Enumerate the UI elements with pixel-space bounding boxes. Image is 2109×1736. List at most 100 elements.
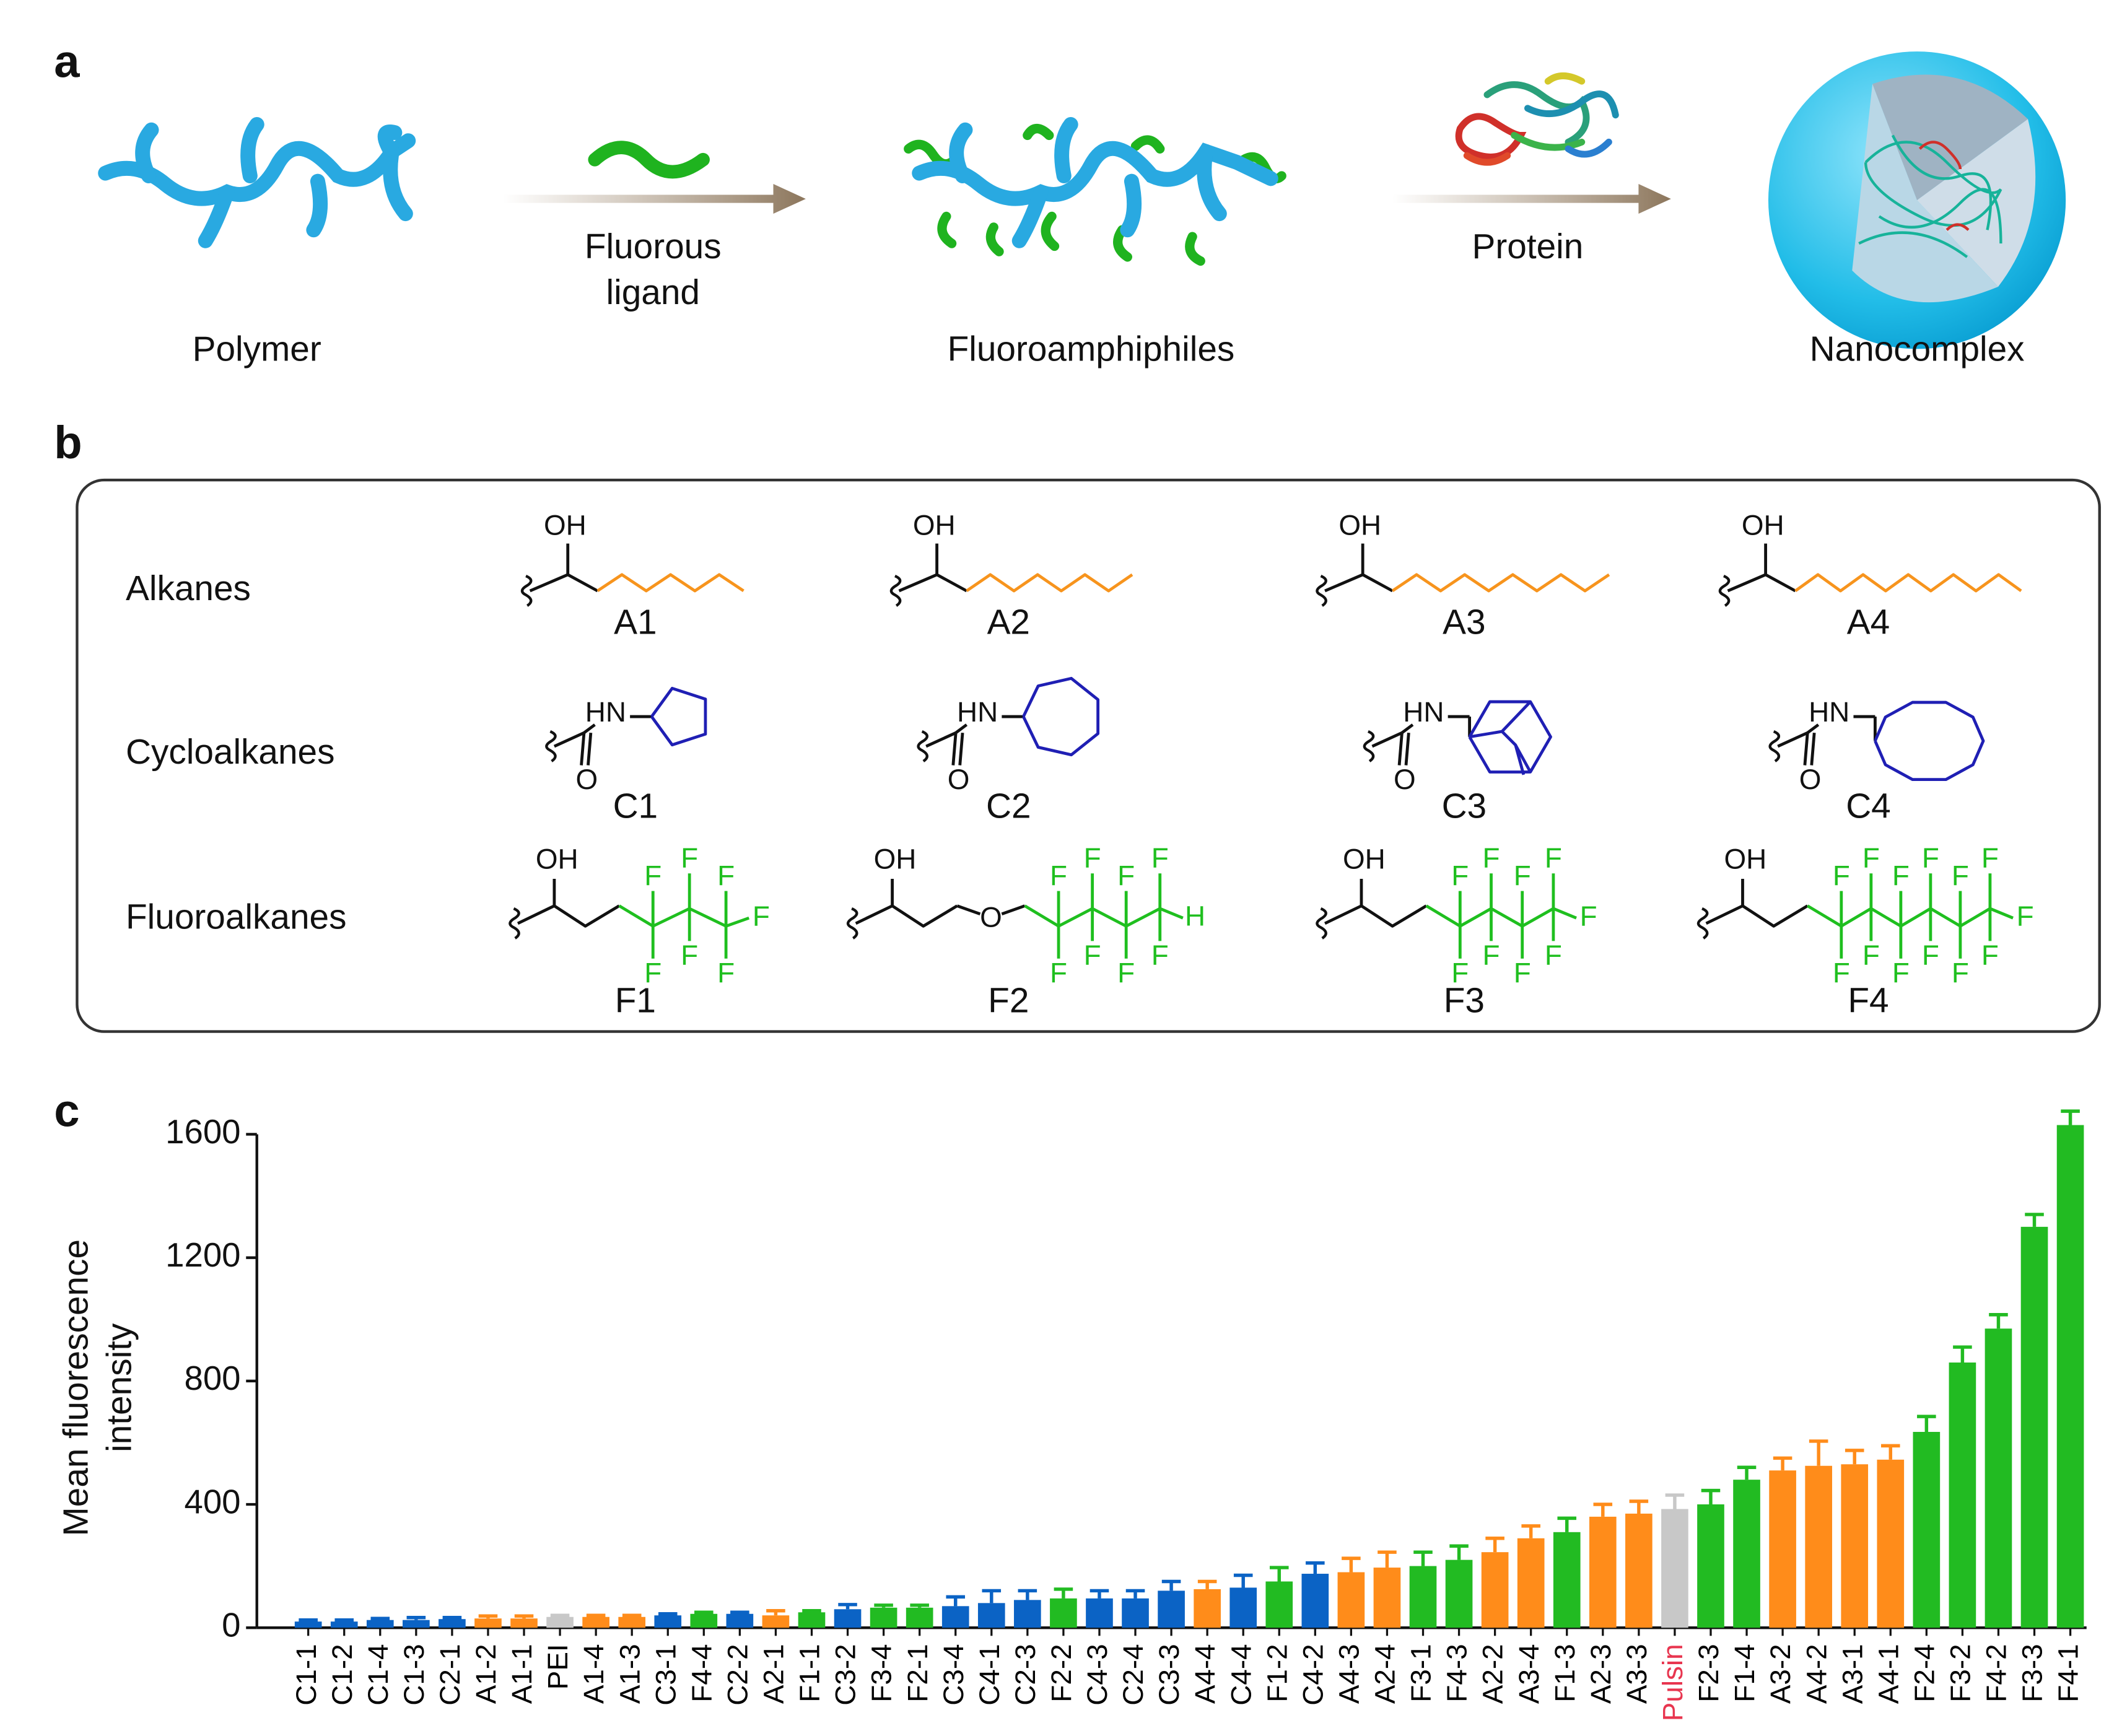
bar (294, 1621, 322, 1628)
error-bar (982, 1589, 1002, 1603)
bar (941, 1606, 969, 1628)
drawing-part (306, 173, 328, 238)
atom-label: F (1451, 860, 1469, 891)
error-bar (299, 1618, 318, 1622)
attachment-mark (1316, 575, 1327, 607)
x-tick-label: F2-4 (1908, 1644, 1940, 1702)
atom-label: OH (536, 844, 579, 875)
x-tick-label: A2-4 (1369, 1644, 1401, 1704)
label: ligand (606, 273, 700, 312)
drawing-part (937, 211, 957, 248)
x-tick-label: A2-1 (758, 1644, 790, 1704)
error-bar (1054, 1587, 1073, 1599)
panel-b: b Alkanes A1 A2 A3 A4 Cycloalkanes C1 C2 C3 C4 Flu… (54, 417, 2101, 1033)
label: Nanocomplex (1810, 330, 2025, 369)
bar (1769, 1470, 1796, 1628)
bond (1810, 733, 1816, 765)
drawing-part (1544, 72, 1586, 85)
error-bar (1233, 1573, 1253, 1588)
bar (1481, 1552, 1509, 1628)
atom-label: F (1084, 940, 1101, 971)
bar (690, 1613, 718, 1628)
error-bar (766, 1609, 785, 1616)
atom-label: OH (1338, 510, 1381, 541)
y-tick-label: 800 (185, 1359, 241, 1397)
bond (517, 904, 620, 928)
drawing-part (98, 133, 416, 206)
bond (1468, 700, 1552, 774)
x-tick-label: C1-2 (326, 1644, 358, 1705)
row-label: Fluoroalkanes (126, 897, 346, 936)
arrow (502, 184, 806, 214)
x-tick-label: Pulsin (1657, 1644, 1688, 1721)
bar (2020, 1226, 2048, 1628)
atom-label: F (1483, 940, 1500, 971)
error-bar (838, 1603, 857, 1610)
drawing-part (198, 185, 235, 248)
x-tick-label: C3-3 (1153, 1644, 1185, 1705)
error-bar (1378, 1550, 1397, 1568)
attachment-mark (509, 907, 520, 940)
atom-label: F (681, 842, 698, 874)
bond (618, 904, 727, 928)
bond (1159, 907, 1184, 920)
panel-label: c (54, 1084, 79, 1136)
bar (1158, 1590, 1185, 1628)
error-bar (442, 1616, 462, 1620)
error-bar (1269, 1566, 1289, 1582)
attachment-mark (1363, 730, 1375, 762)
bar (870, 1607, 897, 1628)
drawing-part (912, 141, 1278, 206)
x-tick-label: F4-2 (1981, 1644, 2012, 1702)
drawing-part (240, 117, 264, 183)
bond (583, 723, 596, 735)
bond (1324, 904, 1427, 928)
structure-box (76, 478, 2101, 1033)
structure-name: F1 (615, 982, 656, 1021)
bar (1589, 1516, 1617, 1628)
x-tick-label: F3-4 (866, 1644, 897, 1702)
bar (582, 1616, 609, 1628)
error-bar (1701, 1488, 1721, 1505)
x-tick-label: C4-4 (1225, 1644, 1257, 1705)
atom-label: F (1892, 860, 1910, 891)
fluoroamphiphile-drawing (904, 117, 1286, 266)
atom-label: F (1084, 842, 1101, 874)
atom-label: O (948, 764, 970, 795)
bar (977, 1603, 1005, 1628)
protein-drawing (1455, 72, 1619, 166)
bar (1877, 1459, 1905, 1628)
bond (529, 573, 598, 593)
error-bar (802, 1609, 821, 1613)
drawing-part (1918, 141, 1962, 170)
bond (1552, 907, 1577, 920)
x-tick-label: C4-2 (1297, 1644, 1329, 1705)
error-bar (1557, 1516, 1577, 1532)
x-tick-label: F3-1 (1405, 1644, 1437, 1702)
atom-label: F (1151, 842, 1169, 874)
y-axis-label: intensity (100, 1323, 139, 1452)
drawing-part (912, 117, 1278, 248)
error-bar (1306, 1561, 1325, 1574)
bond (1401, 723, 1414, 735)
drawing-part (383, 144, 413, 222)
atom-label: F (1862, 940, 1880, 971)
drawing-part (1945, 223, 1970, 231)
drawing-part (1511, 132, 1586, 151)
bond (1803, 733, 1809, 765)
structure-name: F3 (1444, 982, 1485, 1021)
attachment-mark (889, 575, 902, 607)
drawing-part (1054, 117, 1078, 183)
atom-label: F (1117, 957, 1135, 988)
y-tick-label: 1600 (165, 1113, 240, 1151)
x-tick-label: F1-3 (1549, 1644, 1581, 1702)
bond (855, 904, 958, 928)
x-tick-label: F3-2 (1945, 1644, 1976, 1702)
atom-label: F (1922, 842, 1939, 874)
bar (1229, 1587, 1257, 1628)
bar (510, 1618, 538, 1628)
error-bar (1197, 1579, 1217, 1589)
drawing-part (985, 222, 1004, 256)
structure-name: F2 (988, 982, 1029, 1021)
atom-label: F (1514, 860, 1531, 891)
